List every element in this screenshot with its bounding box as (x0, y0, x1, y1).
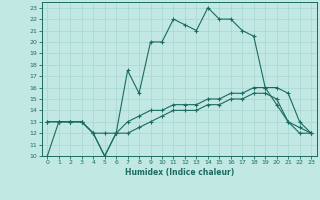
X-axis label: Humidex (Indice chaleur): Humidex (Indice chaleur) (124, 168, 234, 177)
